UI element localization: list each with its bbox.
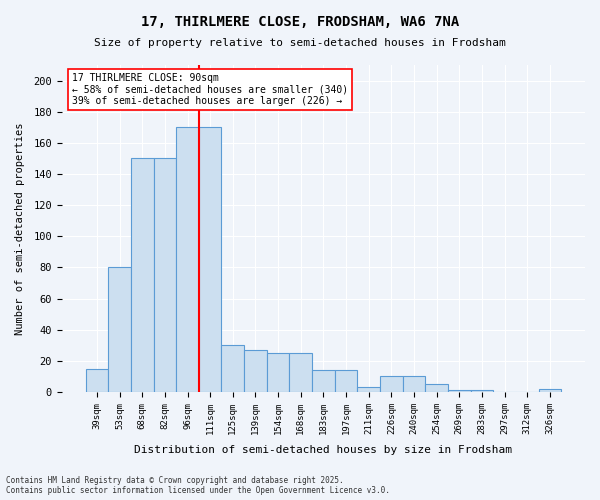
Bar xyxy=(108,268,131,392)
Bar xyxy=(403,376,425,392)
Bar xyxy=(425,384,448,392)
Text: 17, THIRLMERE CLOSE, FRODSHAM, WA6 7NA: 17, THIRLMERE CLOSE, FRODSHAM, WA6 7NA xyxy=(141,15,459,29)
Text: Contains HM Land Registry data © Crown copyright and database right 2025.
Contai: Contains HM Land Registry data © Crown c… xyxy=(6,476,390,495)
Bar xyxy=(335,370,358,392)
Bar xyxy=(539,389,561,392)
Bar xyxy=(176,128,199,392)
Bar xyxy=(154,158,176,392)
Bar xyxy=(289,353,312,392)
Bar xyxy=(199,128,221,392)
Bar xyxy=(448,390,470,392)
Bar xyxy=(267,353,289,392)
Bar xyxy=(312,370,335,392)
Text: 17 THIRLMERE CLOSE: 90sqm
← 58% of semi-detached houses are smaller (340)
39% of: 17 THIRLMERE CLOSE: 90sqm ← 58% of semi-… xyxy=(72,73,349,106)
Bar xyxy=(131,158,154,392)
X-axis label: Distribution of semi-detached houses by size in Frodsham: Distribution of semi-detached houses by … xyxy=(134,445,512,455)
Bar xyxy=(244,350,267,392)
Y-axis label: Number of semi-detached properties: Number of semi-detached properties xyxy=(15,122,25,334)
Text: Size of property relative to semi-detached houses in Frodsham: Size of property relative to semi-detach… xyxy=(94,38,506,48)
Bar xyxy=(380,376,403,392)
Bar xyxy=(470,390,493,392)
Bar xyxy=(221,345,244,392)
Bar xyxy=(358,387,380,392)
Bar xyxy=(86,368,108,392)
